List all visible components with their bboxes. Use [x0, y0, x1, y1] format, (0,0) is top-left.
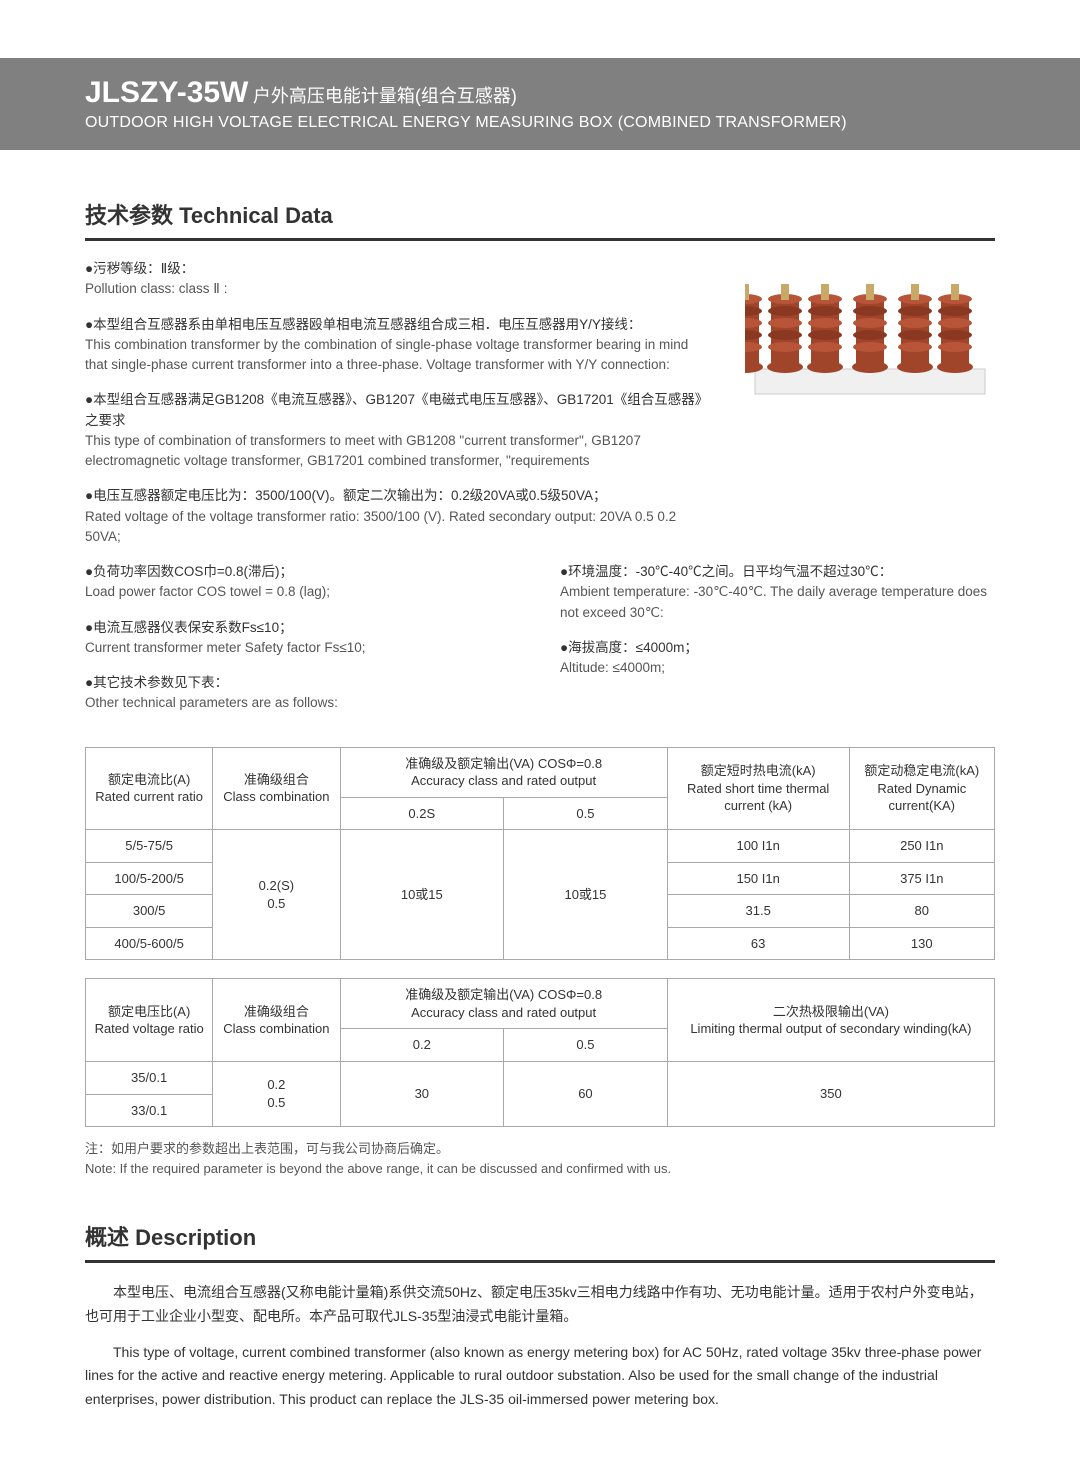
table-row: 35/0.1 0.2 0.5 30 60 350: [86, 1061, 995, 1094]
description-title: 概述 Description: [85, 1220, 995, 1263]
product-image: [745, 259, 995, 404]
description-body: 本型电压、电流组合互感器(又称电能计量箱)系供交流50Hz、额定电压35kv三相…: [85, 1281, 995, 1412]
model-number: JLSZY-35W: [85, 76, 248, 109]
title-cn: 户外高压电能计量箱(组合互感器): [253, 86, 517, 106]
table-row: 5/5-75/5 0.2(S) 0.5 10或15 10或15 100 I1n …: [86, 830, 995, 863]
technical-data-title: 技术参数 Technical Data: [85, 198, 995, 241]
bullet-item: ●负荷功率因数COS巾=0.8(滞后)；Load power factor CO…: [85, 562, 520, 603]
bullet-item: ●电压互感器额定电压比为：3500/100(V)。额定二次输出为：0.2级20V…: [85, 486, 705, 547]
bullet-item: ●电流互感器仪表保安系数Fs≤10；Current transformer me…: [85, 618, 520, 659]
title-en: OUTDOOR HIGH VOLTAGE ELECTRICAL ENERGY M…: [85, 114, 1080, 132]
bullet-item: ●其它技术参数见下表：Other technical parameters ar…: [85, 673, 520, 714]
bullet-item: ●本型组合互感器满足GB1208《电流互感器》、GB1207《电磁式电压互感器》…: [85, 390, 705, 471]
current-ratio-table: 额定电流比(A) Rated current ratio 准确级组合 Class…: [85, 747, 995, 961]
bullet-two-column: ●负荷功率因数COS巾=0.8(滞后)；Load power factor CO…: [85, 562, 995, 729]
header-banner: JLSZY-35W 户外高压电能计量箱(组合互感器) OUTDOOR HIGH …: [0, 58, 1080, 150]
table-note: 注：如用户要求的参数超出上表范围，可与我公司协商后确定。 Note: If th…: [85, 1139, 995, 1178]
bullet-item: ●本型组合互感器系由单相电压互感器殴单相电流互感器组合成三相．电压互感器用Y/Y…: [85, 315, 705, 376]
bullet-item: ●污秽等级：Ⅱ级：Pollution class: class Ⅱ :: [85, 259, 705, 300]
bullet-list: ●污秽等级：Ⅱ级：Pollution class: class Ⅱ : ●本型组…: [85, 259, 705, 547]
bullet-item: ●海拔高度：≤4000m；Altitude: ≤4000m;: [560, 638, 995, 679]
voltage-ratio-table: 额定电压比(A) Rated voltage ratio 准确级组合 Class…: [85, 978, 995, 1127]
bullet-item: ●环境温度：-30℃-40℃之间。日平均气温不超过30℃：Ambient tem…: [560, 562, 995, 623]
